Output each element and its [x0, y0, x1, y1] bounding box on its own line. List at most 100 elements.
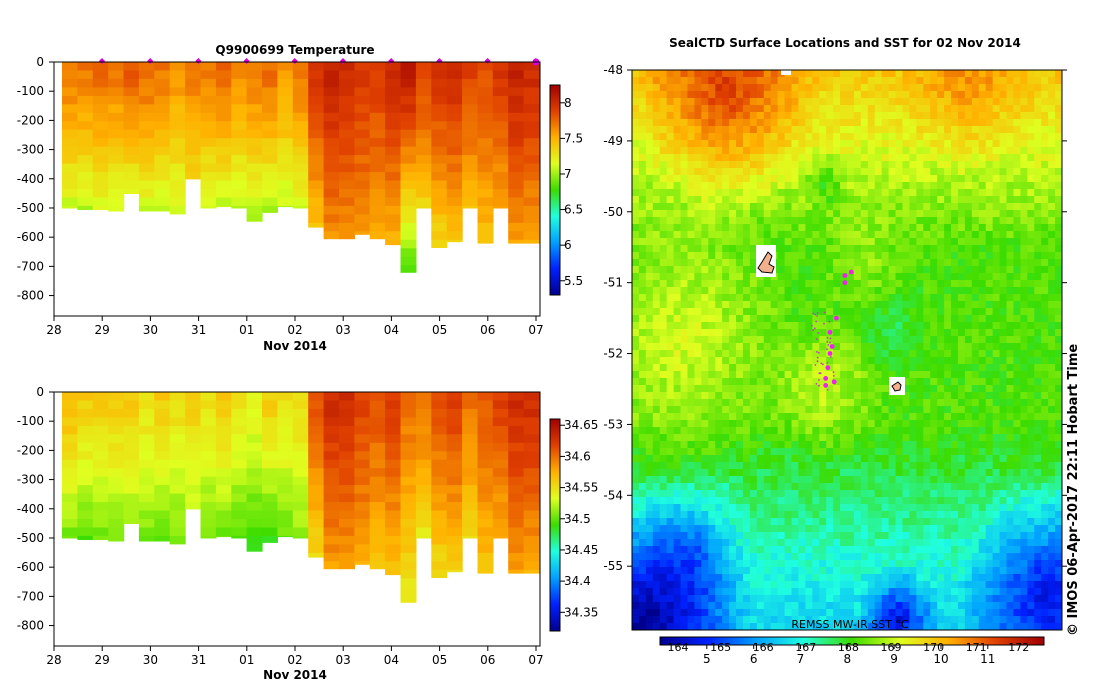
heatmap-cell [354, 519, 371, 529]
sst-pixel [715, 161, 723, 169]
heatmap-cell [308, 180, 325, 190]
sst-pixel [930, 252, 938, 260]
sst-pixel [742, 203, 751, 211]
sst-pixel [770, 301, 779, 309]
sst-pixel [1027, 182, 1035, 190]
sst-pixel [1006, 70, 1014, 78]
heatmap-cell [385, 205, 402, 215]
sst-pixel [833, 413, 841, 421]
sst-pixel [1013, 119, 1021, 127]
sst-pixel [694, 420, 702, 428]
sst-pixel [895, 308, 903, 316]
sst-pixel [874, 301, 883, 309]
sst-pixel [742, 420, 751, 428]
heatmap-cell [508, 459, 525, 469]
sst-pixel [659, 308, 668, 316]
heatmap-cell [77, 95, 94, 105]
sst-pixel [895, 343, 903, 351]
sst-pixel [853, 210, 862, 218]
sst-pixel [673, 476, 681, 484]
sst-pixel [638, 476, 647, 484]
sst-pixel [749, 203, 758, 211]
sst-pixel [1027, 273, 1035, 281]
sst-pixel [888, 343, 896, 351]
heatmap-cell [508, 189, 525, 199]
sst-pixel [819, 301, 827, 309]
heatmap-cell [154, 510, 171, 520]
sst-pixel [715, 441, 723, 449]
heatmap-cell [400, 180, 417, 190]
sst-pixel [645, 406, 654, 414]
sst-pixel [840, 350, 848, 358]
heatmap-cell [354, 205, 371, 215]
sst-pixel [888, 147, 896, 155]
heatmap-cell [323, 62, 340, 72]
sst-pixel [659, 126, 668, 134]
sst-pixel [659, 105, 668, 113]
sst-pixel [659, 77, 668, 85]
sst-pixel [992, 154, 1000, 162]
heatmap-cell [77, 121, 94, 131]
sst-pixel [812, 196, 820, 204]
sst-pixel [652, 259, 661, 267]
sst-pixel [860, 385, 869, 393]
heatmap-cell [446, 485, 463, 495]
sst-pixel [1013, 273, 1021, 281]
sst-pixel [860, 434, 869, 442]
sst-pixel [1034, 154, 1042, 162]
sst-pixel [645, 98, 654, 106]
sst-pixel [791, 238, 799, 246]
heatmap-cell [354, 392, 371, 402]
sst-pixel [632, 371, 640, 379]
sst-pixel [763, 203, 772, 211]
sst-pixel [805, 329, 813, 337]
sst-pixel [659, 140, 668, 148]
sst-pixel [881, 77, 890, 85]
sst-pixel [812, 126, 820, 134]
heatmap-cell [169, 451, 186, 461]
sst-pixel [819, 210, 827, 218]
sst-pixel [937, 294, 945, 302]
heatmap-cell [123, 442, 140, 452]
sst-pixel [1034, 371, 1042, 379]
sst-pixel [1027, 175, 1035, 183]
sst-pixel [1041, 350, 1049, 358]
heatmap-cell [308, 425, 325, 435]
sst-pixel [847, 420, 855, 428]
sst-pixel [853, 273, 862, 281]
sst-pixel [930, 315, 938, 323]
sst-pixel [923, 133, 931, 141]
sst-pixel [632, 294, 640, 302]
sst-pixel [840, 70, 848, 78]
heatmap-cell [154, 155, 171, 165]
sst-pixel [1020, 98, 1028, 106]
sst-pixel [916, 392, 924, 400]
sst-pixel [902, 98, 910, 106]
sst-pixel [902, 406, 910, 414]
sst-pixel [847, 133, 855, 141]
sst-pixel [881, 119, 890, 127]
sst-pixel [749, 392, 758, 400]
sst-pixel [777, 133, 785, 141]
sst-pixel [860, 322, 869, 330]
sst-pixel [923, 350, 931, 358]
heatmap-cell [138, 451, 155, 461]
sst-pixel [805, 196, 813, 204]
heatmap-cell [323, 231, 340, 240]
sst-pixel [860, 469, 869, 477]
sst-pixel [957, 476, 966, 484]
heatmap-cell [508, 527, 525, 537]
heatmap-cell [415, 485, 432, 495]
sst-pixel [708, 126, 716, 134]
sst-pixel [666, 217, 675, 225]
sst-pixel [1020, 203, 1028, 211]
sst-pixel [680, 322, 688, 330]
heatmap-cell [154, 180, 171, 190]
sst-pixel [791, 245, 799, 253]
sst-pixel [881, 455, 890, 463]
sst-pixel [916, 119, 924, 127]
sst-pixel [791, 182, 799, 190]
sst-pixel [1055, 413, 1062, 421]
heatmap-cell [492, 442, 509, 452]
sst-pixel [687, 378, 695, 386]
